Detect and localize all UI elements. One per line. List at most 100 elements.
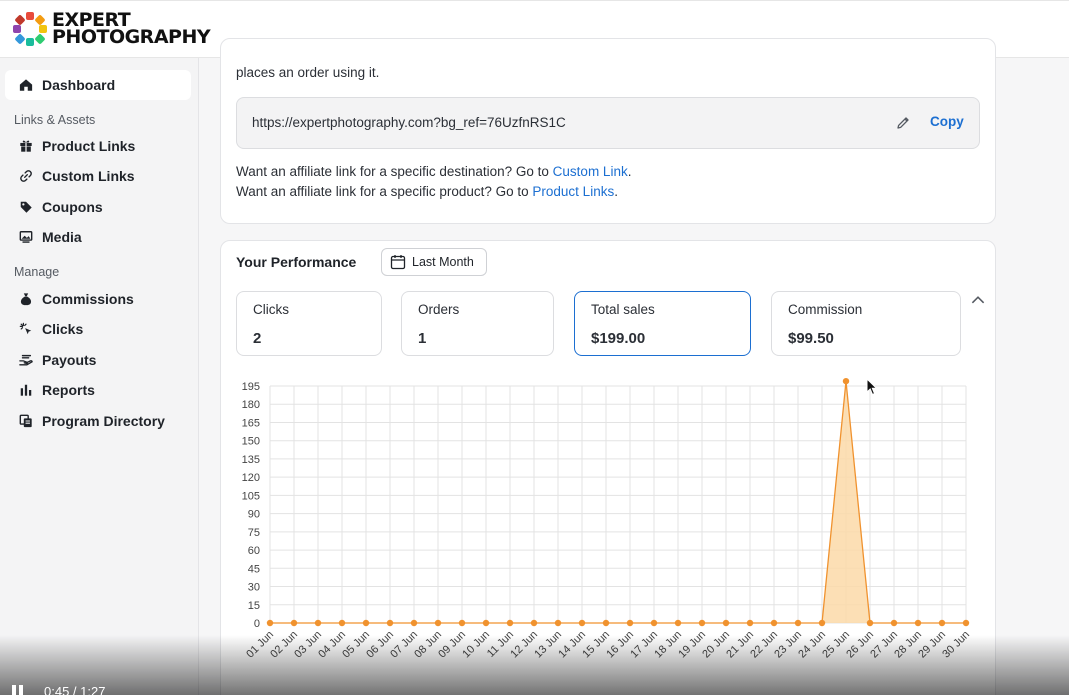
data-point — [434, 619, 442, 627]
data-point — [314, 619, 322, 627]
custom-link-hint: Want an affiliate link for a specific de… — [236, 164, 631, 179]
sidebar-item-label: Dashboard — [42, 77, 116, 93]
stat-orders[interactable]: Orders 1 — [401, 291, 554, 356]
media-icon — [18, 229, 34, 245]
data-point — [914, 619, 922, 627]
sidebar-item-custom-links[interactable]: Custom Links — [5, 161, 191, 191]
custom-link-hint-text: Want an affiliate link for a specific de… — [236, 164, 553, 179]
sidebar-item-clicks[interactable]: Clicks — [5, 314, 191, 344]
y-tick-label: 60 — [248, 545, 260, 557]
custom-link-link[interactable]: Custom Link — [552, 164, 628, 179]
date-range-label: Last Month — [412, 255, 474, 269]
performance-title: Your Performance — [236, 254, 357, 270]
affiliate-url[interactable]: https://expertphotography.com?bg_ref=76U… — [252, 115, 566, 130]
tag-icon — [18, 199, 34, 215]
sidebar-item-commissions[interactable]: Commissions — [5, 284, 191, 314]
sidebar-item-label: Media — [42, 229, 82, 245]
data-point — [266, 619, 274, 627]
data-point — [530, 619, 538, 627]
period: . — [627, 164, 632, 179]
brand-logo[interactable]: EXPERT PHOTOGRAPHY — [12, 11, 211, 48]
sidebar-item-label: Commissions — [42, 291, 134, 307]
data-point — [602, 619, 610, 627]
data-point — [338, 619, 346, 627]
stat-value: 1 — [418, 330, 427, 347]
sidebar-item-program-directory[interactable]: Program Directory — [5, 406, 191, 436]
y-tick-label: 90 — [248, 509, 260, 521]
sidebar-item-dashboard[interactable]: Dashboard — [5, 70, 191, 100]
data-point — [362, 619, 370, 627]
y-tick-label: 120 — [242, 472, 260, 484]
stat-value: 2 — [253, 330, 262, 347]
series-line — [270, 381, 966, 624]
stat-value: $99.50 — [788, 330, 834, 347]
stat-label: Orders — [418, 302, 460, 317]
edit-pencil-icon[interactable] — [895, 115, 911, 131]
data-point — [842, 377, 850, 385]
y-tick-label: 105 — [242, 490, 260, 502]
copy-button[interactable]: Copy — [930, 114, 964, 129]
data-point — [386, 619, 394, 627]
data-point — [482, 619, 490, 627]
data-point — [650, 619, 658, 627]
sidebar: Dashboard Links & Assets Product Links C… — [0, 58, 199, 695]
product-link-hint: Want an affiliate link for a specific pr… — [236, 184, 618, 199]
brand-line-2: PHOTOGRAPHY — [52, 26, 211, 48]
y-tick-label: 135 — [242, 454, 260, 466]
video-controls: 0:45 / 1:27 — [12, 684, 105, 695]
y-tick-label: 195 — [242, 381, 260, 393]
data-point — [674, 619, 682, 627]
data-point — [554, 619, 562, 627]
data-point — [938, 619, 946, 627]
stat-clicks[interactable]: Clicks 2 — [236, 291, 382, 356]
y-tick-label: 75 — [248, 527, 260, 539]
data-point — [698, 619, 706, 627]
y-tick-label: 150 — [242, 436, 260, 448]
affiliate-link-card: places an order using it. https://expert… — [220, 38, 996, 224]
date-range-button[interactable]: Last Month — [381, 248, 487, 276]
y-tick-label: 45 — [248, 563, 260, 575]
data-point — [746, 619, 754, 627]
money-bag-icon — [18, 291, 34, 307]
brand-wordmark: EXPERT PHOTOGRAPHY — [52, 11, 211, 48]
calendar-icon — [390, 255, 406, 270]
product-links-link[interactable]: Product Links — [532, 184, 615, 199]
chevron-up-icon[interactable] — [969, 291, 987, 309]
pause-icon[interactable] — [12, 684, 26, 695]
data-point — [794, 619, 802, 627]
sidebar-item-label: Reports — [42, 382, 95, 398]
bar-chart-icon — [18, 382, 34, 398]
data-point — [770, 619, 778, 627]
main-content: places an order using it. https://expert… — [199, 38, 1069, 695]
stat-commission[interactable]: Commission $99.50 — [771, 291, 961, 356]
click-sparkle-icon — [18, 321, 34, 337]
product-link-hint-text: Want an affiliate link for a specific pr… — [236, 184, 533, 199]
video-time: 0:45 / 1:27 — [44, 684, 106, 695]
section-links-assets: Links & Assets — [14, 113, 96, 127]
data-point — [458, 619, 466, 627]
stat-total-sales[interactable]: Total sales $199.00 — [574, 291, 751, 356]
data-point — [890, 619, 898, 627]
data-point — [290, 619, 298, 627]
performance-card: Your Performance Last Month Clicks 2 Ord… — [220, 240, 996, 695]
sidebar-item-media[interactable]: Media — [5, 222, 191, 252]
affiliate-url-box: https://expertphotography.com?bg_ref=76U… — [236, 97, 980, 149]
sidebar-item-label: Custom Links — [42, 168, 135, 184]
stat-label: Clicks — [253, 302, 289, 317]
sidebar-item-label: Coupons — [42, 199, 103, 215]
data-point — [410, 619, 418, 627]
data-point — [578, 619, 586, 627]
period: . — [614, 184, 618, 199]
sidebar-item-coupons[interactable]: Coupons — [5, 192, 191, 222]
sidebar-item-payouts[interactable]: Payouts — [5, 345, 191, 375]
data-point — [866, 619, 874, 627]
data-point — [818, 619, 826, 627]
sidebar-item-reports[interactable]: Reports — [5, 375, 191, 405]
stat-label: Total sales — [591, 302, 655, 317]
sidebar-item-product-links[interactable]: Product Links — [5, 131, 191, 161]
intro-text-cut — [236, 36, 240, 51]
mouse-cursor-icon — [866, 378, 878, 396]
stat-label: Commission — [788, 302, 863, 317]
x-tick-label: 30 Jun — [940, 629, 972, 661]
